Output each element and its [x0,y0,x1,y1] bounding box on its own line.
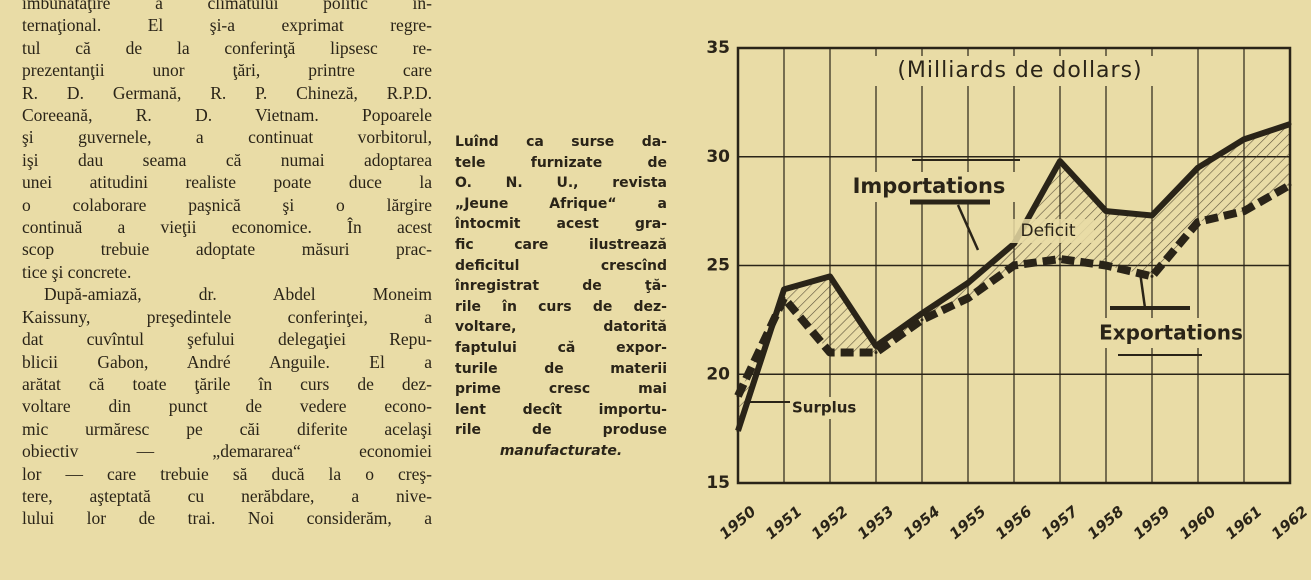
text-line: işi dau seama că numai adoptarea [22,149,432,171]
x-tick-label: 1962 [1268,502,1311,543]
point [1059,257,1062,260]
x-tick-label: 1953 [854,502,898,543]
text-line: tele furnizate de [455,153,667,174]
text-line: R. D. Germană, R. P. Chineză, R.P.D. [22,82,432,104]
point [737,429,740,432]
text-line: întocmit acest gra- [455,214,667,235]
point [921,312,924,315]
text-line: arătat că toate ţările în curs de dez- [22,373,432,395]
y-tick-label: 25 [706,256,730,276]
text-line: îmbunătăţire a climatului politic in- [22,0,432,14]
text-line: faptului că expor- [455,338,667,359]
y-tick-label: 35 [706,38,730,58]
x-tick-label: 1957 [1038,502,1082,543]
point [1059,160,1062,163]
point [921,318,924,321]
point [1289,184,1292,187]
point [1289,123,1292,126]
point [829,351,832,354]
text-line: Coreeană, R. D. Vietnam. Popoarele [22,104,432,126]
point [829,275,832,278]
text-line: După-amiază, dr. Abdel Moneim [22,283,432,305]
text-line: Kaissuny, preşedintele conferinţei, a [22,306,432,328]
x-tick-label: 1958 [1084,502,1128,543]
legend-label: Importations [853,174,1006,198]
x-tick-label: 1960 [1176,502,1220,543]
text-line: O. N. U., revista [455,173,667,194]
point [1013,264,1016,267]
text-line: prezentanţii unor ţări, printre care [22,59,432,81]
text-line: tice şi concrete. [22,261,432,283]
point [1105,210,1108,213]
x-tick-label: 1956 [992,502,1036,543]
x-tick-label: 1955 [946,502,990,543]
text-line: lent decît importu- [455,400,667,421]
point [783,297,786,300]
text-line: fic care ilustrează [455,235,667,256]
x-tick-label: 1950 [716,502,760,543]
text-line: rile de produse [455,420,667,441]
text-line: lului lor de trai. Noi considerăm, a [22,507,432,529]
text-line: deficitul crescînd [455,256,667,277]
text-line: mic urmăresc pe căi diferite acelaşi [22,418,432,440]
text-line: voltare din punct de vedere econo- [22,395,432,417]
text-line: tul că de la conferinţă lipsesc re- [22,37,432,59]
text-line: înregistrat de ţă- [455,276,667,297]
text-line: voltare, datorită [455,317,667,338]
annotation: Deficit [1021,221,1076,241]
text-line: turile de materii [455,359,667,380]
x-tick-label: 1951 [762,502,806,543]
point [967,297,970,300]
text-line: obiectiv — „demararea“ economiei [22,440,432,462]
text-line: rile în curs de dez- [455,297,667,318]
point [875,351,878,354]
text-line: şi guvernele, a continuat vorbitorul, [22,126,432,148]
text-line: continuă a vieţii economice. În acest [22,216,432,238]
y-tick-label: 20 [706,364,730,384]
text-line: blicii Gabon, André Anguile. El a [22,351,432,373]
text-line: „Jeune Afrique“ a [455,194,667,215]
point [1197,221,1200,224]
page: îmbunătăţire a climatului politic in-ter… [0,0,1311,580]
x-tick-label: 1952 [808,502,852,543]
text-line: ternaţional. El şi-a exprimat regre- [22,14,432,36]
y-tick-label: 15 [706,473,730,493]
subtitle: (Milliards de dollars) [897,58,1142,83]
text-line: lor — care trebuie să ducă la o creş- [22,463,432,485]
point [1151,214,1154,217]
text-line: Luînd ca surse da- [455,132,667,153]
point [737,395,740,398]
text-line: o colaborare paşnică şi o lărgire [22,194,432,216]
text-line: manufacturate. [455,441,667,462]
point [1105,264,1108,267]
text-line: dat cuvîntul şefului delegaţiei Repu- [22,328,432,350]
x-tick-label: 1959 [1130,502,1174,543]
point [1197,166,1200,169]
x-tick-label: 1961 [1222,502,1266,543]
text-line: scop trebuie adoptate măsuri prac- [22,238,432,260]
point [967,281,970,284]
text-line: prime cresc mai [455,379,667,400]
point [783,288,786,291]
point [1243,138,1246,141]
legend-label: Exportations [1099,321,1243,345]
article: îmbunătăţire a climatului politic in-ter… [22,0,432,530]
annotation: Surplus [792,399,856,417]
x-tick-label: 1954 [900,502,944,543]
text-line: tere, aşteptată cu nerăbdare, a nive- [22,485,432,507]
y-tick-label: 30 [706,147,730,167]
point [1151,275,1154,278]
text-line: unei atitudini realiste poate duce la [22,171,432,193]
point [1243,210,1246,213]
